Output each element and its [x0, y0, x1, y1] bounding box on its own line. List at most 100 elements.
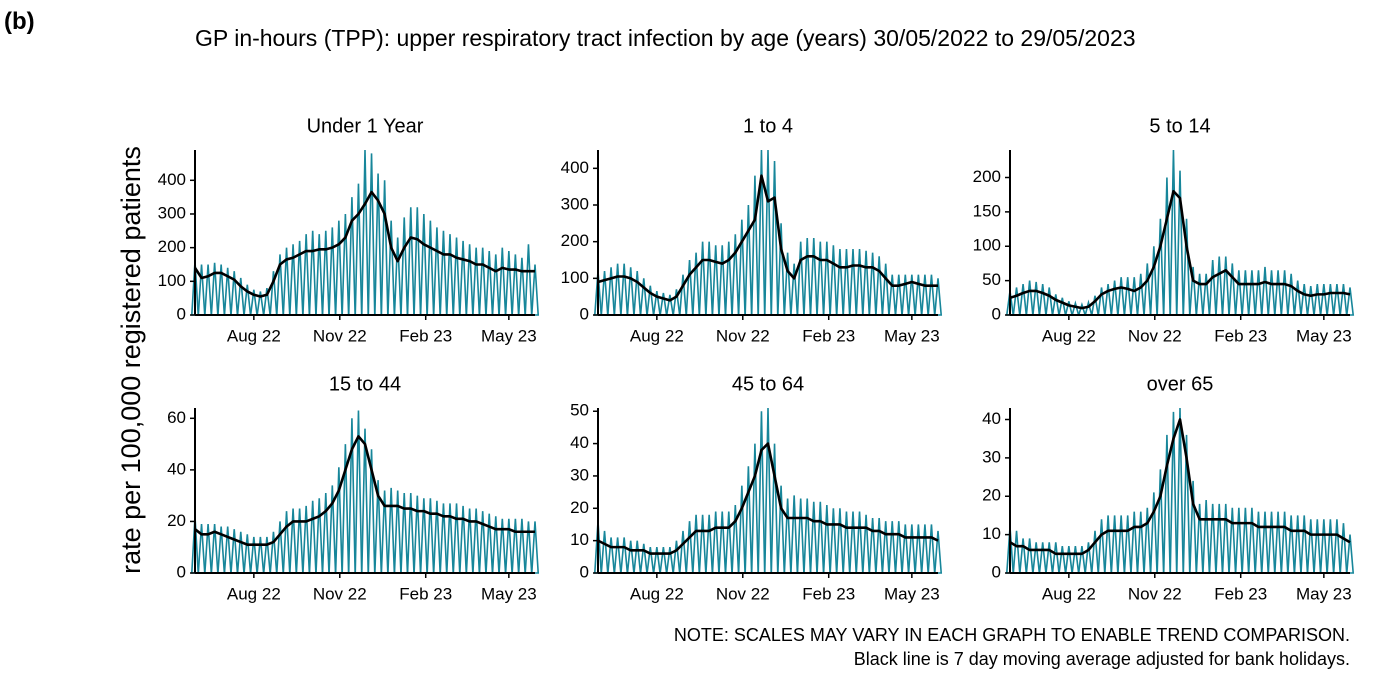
daily-spike: [1143, 263, 1152, 316]
daily-spike: [901, 274, 910, 316]
daily-spike: [816, 241, 825, 316]
daily-spike: [1110, 280, 1119, 316]
daily-spike: [803, 237, 812, 316]
daily-spike: [933, 278, 943, 316]
daily-spike: [1339, 283, 1348, 316]
daily-spike: [315, 234, 324, 316]
daily-spike: [633, 540, 642, 574]
daily-spike: [1123, 515, 1132, 574]
daily-spike: [914, 274, 923, 316]
moving-average-line: [597, 174, 938, 302]
daily-spike: [1025, 538, 1034, 574]
daily-spike: [1097, 519, 1106, 574]
x-tick-label: Nov 22: [716, 584, 770, 603]
daily-spike: [374, 173, 383, 316]
daily-spike: [517, 518, 526, 574]
daily-spike: [737, 219, 746, 316]
moving-average-line: [193, 190, 535, 298]
y-tick-label: 30: [982, 447, 1001, 466]
daily-spike: [835, 508, 844, 574]
daily-spike: [600, 530, 609, 574]
moving-average-line: [194, 435, 535, 546]
daily-spike: [400, 217, 409, 316]
daily-spike: [607, 267, 616, 316]
x-tick-label: May 23: [1296, 584, 1352, 603]
daily-spike: [620, 537, 629, 574]
daily-spike: [1175, 170, 1185, 316]
daily-spike: [524, 521, 533, 574]
panel-label: (b): [4, 8, 35, 35]
note: NOTE: SCALES MAY VARY IN EACH GRAPH TO E…: [674, 625, 1350, 645]
daily-spike: [1241, 270, 1250, 316]
daily-spike: [485, 250, 494, 316]
x-tick-label: Nov 22: [716, 326, 770, 345]
daily-spike: [685, 259, 694, 316]
x-tick-label: Feb 23: [1214, 584, 1267, 603]
daily-spike: [692, 514, 701, 574]
y-axis-label: rate per 100,000 registered patients: [116, 146, 146, 574]
daily-spike: [321, 230, 330, 316]
y-tick-label: 100: [973, 236, 1001, 255]
daily-spike: [1077, 546, 1087, 574]
daily-spike: [692, 252, 701, 316]
panel-title: 1 to 4: [743, 115, 793, 137]
daily-spike: [1260, 266, 1270, 316]
daily-spike: [600, 270, 609, 316]
daily-spike: [1058, 546, 1067, 574]
y-tick-label: 20: [570, 498, 589, 517]
daily-spike: [888, 274, 897, 316]
daily-spike: [862, 514, 871, 574]
daily-spike: [1228, 507, 1237, 574]
daily-spike: [1136, 511, 1145, 574]
daily-spike: [914, 524, 923, 574]
daily-spike: [901, 524, 910, 574]
moving-average-line: [1009, 418, 1351, 556]
daily-spike: [1326, 519, 1335, 574]
daily-spike: [354, 183, 363, 316]
daily-spike: [1234, 270, 1243, 316]
daily-spike: [426, 220, 435, 316]
daily-spike: [842, 511, 851, 574]
daily-spike: [249, 536, 258, 574]
daily-spike: [282, 511, 291, 574]
daily-spike: [888, 521, 897, 574]
daily-spike: [504, 250, 513, 316]
daily-spike: [289, 508, 298, 574]
daily-spike: [315, 498, 324, 574]
daily-spike: [413, 207, 422, 316]
y-tick-label: 20: [167, 511, 186, 530]
daily-spike: [894, 274, 903, 316]
y-tick-label: 150: [973, 201, 1001, 220]
moving-average-line: [597, 442, 939, 555]
x-tick-label: May 23: [884, 584, 940, 603]
daily-spike: [1313, 519, 1322, 574]
daily-spike: [1045, 287, 1054, 316]
y-tick-label: 40: [982, 409, 1001, 428]
daily-spike: [452, 237, 461, 316]
daily-spike: [652, 547, 661, 574]
daily-spike: [783, 498, 792, 574]
y-tick-label: 0: [580, 304, 589, 323]
daily-spike: [646, 547, 655, 574]
daily-spike: [360, 149, 370, 316]
daily-spike: [803, 498, 812, 574]
y-tick-label: 40: [570, 433, 589, 452]
daily-spike: [718, 511, 727, 574]
daily-spike: [881, 263, 890, 316]
daily-spike: [432, 227, 441, 316]
daily-spike: [354, 410, 363, 574]
daily-spike: [197, 264, 206, 316]
daily-spike: [920, 524, 929, 574]
daily-spike: [1202, 500, 1211, 574]
daily-spike: [498, 247, 507, 316]
daily-spike: [1332, 519, 1341, 574]
daily-spike: [302, 505, 311, 574]
daily-spike: [705, 514, 714, 574]
daily-spike: [1162, 177, 1171, 316]
daily-spike: [1169, 149, 1178, 316]
daily-spike: [1326, 283, 1335, 316]
panel-title: 45 to 64: [732, 373, 804, 395]
daily-spike: [204, 523, 213, 574]
daily-spike: [210, 262, 219, 316]
daily-spike: [334, 220, 343, 316]
